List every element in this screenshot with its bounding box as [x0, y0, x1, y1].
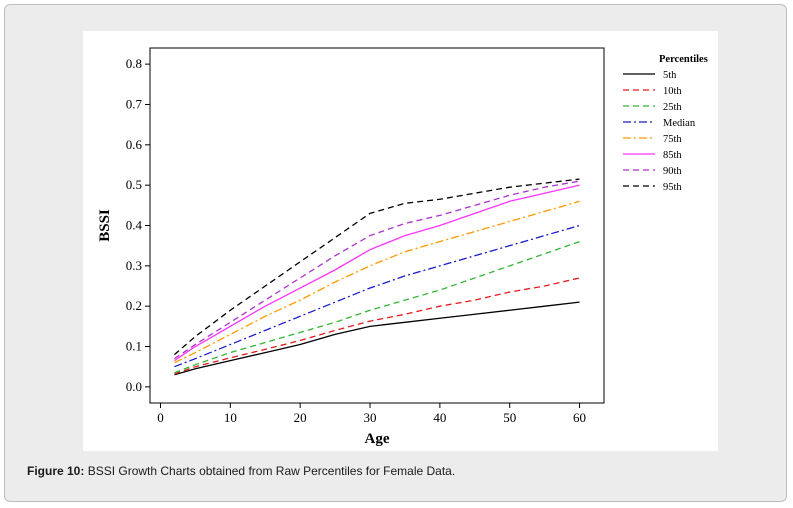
y-tick-label: 0.8 [126, 56, 142, 71]
x-axis-title: Age [365, 431, 390, 447]
series-line-85th [174, 184, 580, 362]
legend-label-5th: 5th [663, 70, 677, 81]
chart-panel: 0.0 0.1 0.2 0.3 0.4 0.5 0.6 0.7 0.8 0 10 20 30 40 50 60… [83, 31, 718, 451]
caption-label: Figure 10: [27, 464, 85, 478]
legend-label-10th: 10th [663, 86, 682, 97]
legend-label-75th: 75th [663, 134, 682, 145]
y-tick-label: 0.5 [126, 177, 142, 192]
y-tick-label: 0.3 [126, 258, 142, 273]
y-tick-label: 0.0 [126, 379, 142, 394]
x-tick-label: 10 [224, 410, 237, 425]
y-tick-label: 0.6 [126, 137, 143, 152]
y-tick-label: 0.4 [126, 218, 143, 233]
legend-label-90th: 90th [663, 166, 682, 177]
series-line-median [174, 224, 580, 368]
x-tick-label: 50 [503, 410, 516, 425]
plot-area-frame [149, 47, 605, 404]
legend-label-25th: 25th [663, 102, 682, 113]
caption-text: BSSI Growth Charts obtained from Raw Per… [84, 464, 456, 478]
figure-frame: 0.0 0.1 0.2 0.3 0.4 0.5 0.6 0.7 0.8 0 10 20 30 40 50 60… [4, 4, 787, 502]
series-line-5th [174, 301, 580, 376]
y-tick-label: 0.1 [126, 339, 142, 354]
y-axis-title: BSSI [97, 209, 113, 242]
legend-label-95th: 95th [663, 182, 682, 193]
legend-label-85th: 85th [663, 150, 682, 161]
series-line-10th [174, 277, 580, 375]
series-line-90th [174, 180, 580, 360]
x-tick-label: 40 [433, 410, 446, 425]
x-tick-label: 60 [573, 410, 586, 425]
legend-label-median: Median [663, 118, 696, 129]
series-line-95th [174, 178, 580, 356]
y-tick-label: 0.7 [126, 96, 143, 111]
x-tick-label: 20 [294, 410, 307, 425]
legend-title: Percentiles [659, 54, 708, 65]
x-tick-label: 0 [157, 410, 164, 425]
series-line-25th [174, 241, 580, 374]
series-line-75th [174, 200, 580, 364]
growth-chart: 0.0 0.1 0.2 0.3 0.4 0.5 0.6 0.7 0.8 0 10 20 30 40 50 60… [97, 47, 708, 447]
figure-caption: Figure 10: BSSI Growth Charts obtained f… [27, 464, 455, 478]
x-tick-label: 30 [364, 410, 377, 425]
y-tick-label: 0.2 [126, 298, 142, 313]
